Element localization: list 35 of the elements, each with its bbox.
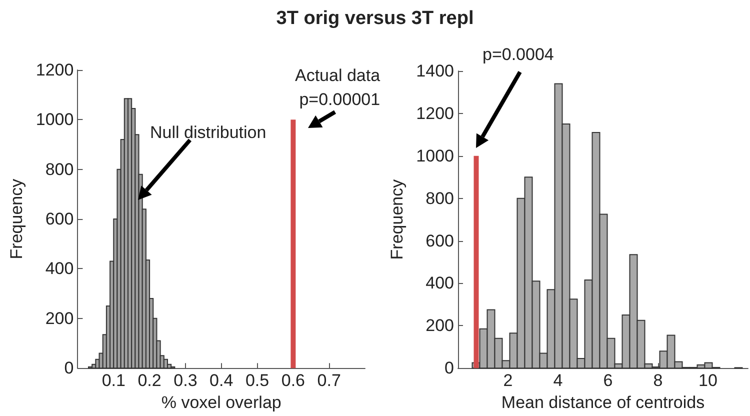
- x-tick-label: 0.6: [281, 371, 305, 390]
- y-tick-label: 200: [426, 316, 454, 336]
- y-tick-label: 400: [426, 274, 454, 293]
- x-tick-label: 4: [553, 371, 563, 390]
- y-tick-label: 400: [45, 259, 74, 278]
- x-tick-label: 2: [503, 371, 513, 390]
- x-tick-label: 0.3: [174, 371, 198, 390]
- y-tick-label: 1400: [416, 62, 454, 80]
- y-tick-label: 0: [444, 358, 454, 378]
- y-tick-label: 600: [45, 210, 74, 229]
- y-tick-label: 0: [64, 358, 74, 378]
- chart-title: 3T orig versus 3T repl: [275, 8, 475, 30]
- annotation: Null distribution: [150, 122, 266, 144]
- y-tick-label: 1200: [416, 104, 454, 123]
- y-tick-label: 1000: [36, 110, 74, 130]
- x-tick-label: 8: [653, 371, 663, 390]
- x-tick-label: 10: [698, 371, 718, 390]
- x-tick-label: 0.2: [138, 371, 162, 390]
- x-tick-label: 6: [603, 371, 613, 390]
- annotation: Actual data p=0.00001: [295, 65, 380, 111]
- y-tick-label: 200: [45, 308, 74, 328]
- y-tick-label: 600: [426, 231, 454, 250]
- y-axis-title: Frequency: [387, 178, 406, 260]
- y-axis-title: Frequency: [7, 178, 26, 260]
- x-tick-label: 0.4: [210, 371, 234, 390]
- y-tick-label: 1200: [36, 60, 74, 80]
- y-tick-label: 800: [45, 160, 74, 179]
- x-tick-label: 0.1: [102, 371, 126, 390]
- text: p=0.0004: [482, 44, 554, 66]
- y-tick-label: 1000: [416, 146, 454, 166]
- x-axis-title: Mean distance of centroids: [501, 393, 705, 412]
- x-axis-title: % voxel overlap: [161, 393, 282, 412]
- y-tick-label: 800: [426, 188, 454, 208]
- x-tick-label: 0.5: [245, 371, 270, 390]
- x-tick-label: 0.7: [317, 371, 341, 390]
